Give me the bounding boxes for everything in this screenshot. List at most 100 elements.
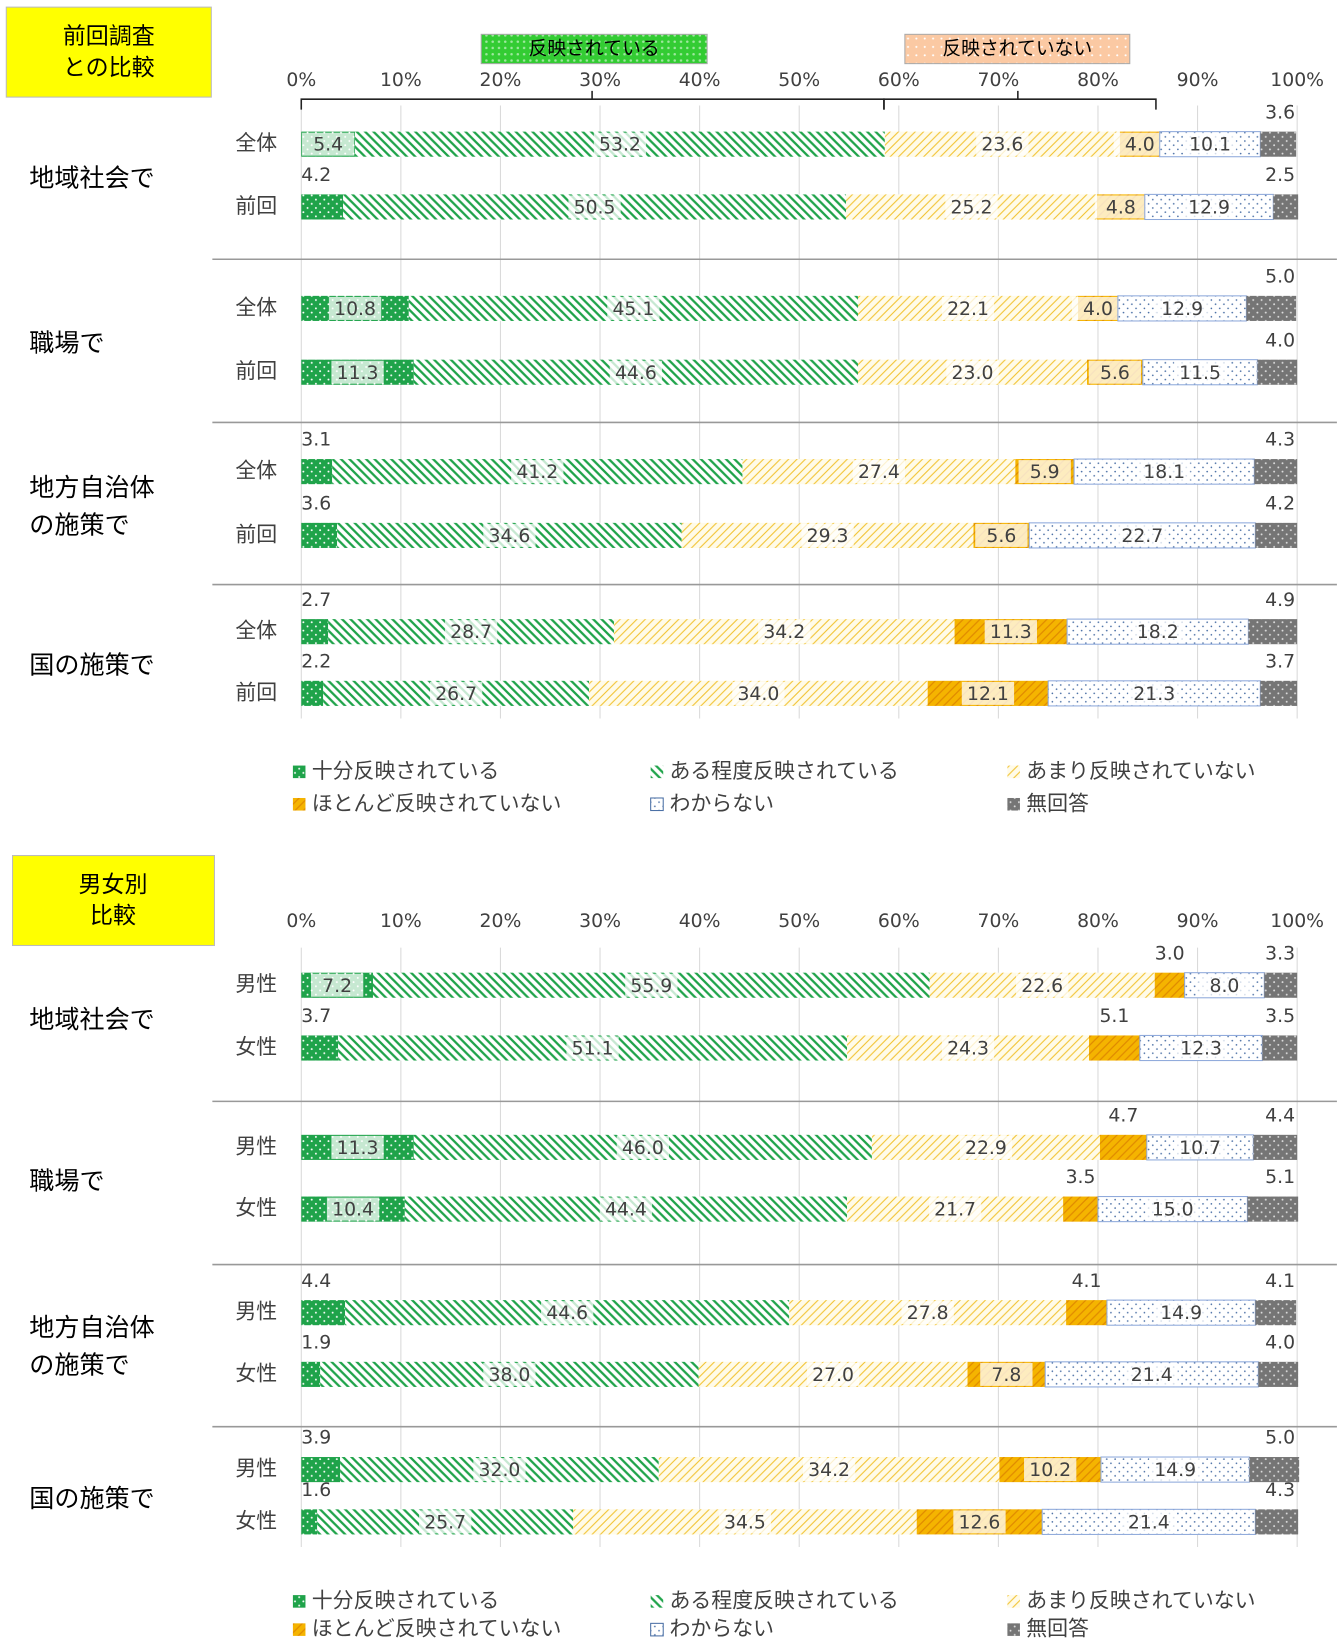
label-background: [1131, 620, 1184, 644]
x-tick-label: 100%: [1270, 70, 1324, 91]
legend-swatch: [650, 765, 664, 779]
bracket-box: [904, 33, 1131, 65]
value-label: 11.3: [337, 1138, 379, 1159]
bar-segment: [1254, 459, 1298, 485]
value-label: 3.7: [301, 1006, 331, 1027]
label-background: [1155, 296, 1209, 320]
value-label: 4.4: [1265, 1105, 1295, 1126]
value-label: 11.3: [337, 363, 379, 384]
legend-label: ある程度反映されている: [670, 759, 899, 783]
bar-segment: [1253, 1134, 1298, 1160]
bar-segment: [301, 1509, 318, 1535]
label-background: [941, 1036, 995, 1060]
label-background: [429, 681, 483, 705]
x-tick-label: 10%: [380, 70, 422, 91]
label-background: [959, 1135, 1013, 1159]
label-background: [953, 1510, 1006, 1534]
value-label: 3.1: [301, 430, 331, 451]
label-background: [1125, 1362, 1178, 1386]
value-label: 3.3: [1265, 943, 1295, 964]
label-background: [302, 132, 355, 156]
x-tick-label: 70%: [977, 70, 1019, 91]
value-label: 4.8: [1106, 197, 1136, 218]
value-label: 21.7: [934, 1200, 976, 1221]
legend-swatch: [650, 1622, 664, 1637]
bar-segment: [301, 680, 324, 706]
value-label: 24.3: [947, 1039, 989, 1060]
label-background: [607, 296, 660, 320]
legend-swatch: [292, 1623, 306, 1636]
label-background: [1198, 973, 1251, 997]
legend-swatch: [650, 1595, 664, 1608]
group-label: 地域社会で: [29, 1005, 154, 1034]
value-label: 22.9: [965, 1138, 1007, 1159]
group-label: 地方自治体の施策で: [29, 473, 154, 540]
label-background: [806, 1362, 860, 1386]
bar-segment: [301, 619, 329, 645]
value-label: 5.1: [1265, 1167, 1295, 1188]
bar-segment: [301, 1035, 339, 1061]
x-tick-label: 0%: [286, 911, 316, 932]
bar-segment: [1154, 972, 1185, 998]
value-label: 38.0: [488, 1365, 530, 1386]
value-label: 3.7: [1265, 651, 1295, 672]
value-label: 27.0: [812, 1365, 854, 1386]
label-background: [1146, 1197, 1199, 1221]
x-tick-label: 90%: [1177, 70, 1219, 91]
value-label: 7.8: [991, 1365, 1021, 1386]
row-label: 全体: [235, 295, 277, 319]
legend-label: ほとんど反映されていない: [312, 791, 562, 815]
label-background: [1138, 460, 1191, 484]
value-label: 21.3: [1133, 684, 1175, 705]
label-background: [801, 523, 854, 547]
value-label: 34.2: [808, 1460, 850, 1481]
value-label: 8.0: [1209, 976, 1239, 997]
value-label: 22.7: [1121, 526, 1163, 547]
value-label: 18.2: [1137, 622, 1179, 643]
label-background: [1071, 296, 1125, 320]
value-label: 44.4: [605, 1200, 647, 1221]
group-label: 国の施策で: [29, 1484, 154, 1513]
value-label: 15.0: [1152, 1200, 1194, 1221]
x-tick-label: 60%: [878, 911, 920, 932]
row-label: 前回: [235, 680, 277, 704]
value-label: 4.0: [1265, 1333, 1295, 1354]
label-background: [802, 1458, 856, 1482]
value-label: 22.1: [947, 299, 989, 320]
label-background: [901, 1301, 954, 1325]
x-tick-label: 80%: [1077, 70, 1119, 91]
x-tick-label: 60%: [878, 70, 920, 91]
bar-segment: [301, 1300, 346, 1326]
label-background: [976, 132, 1029, 156]
label-background: [945, 195, 998, 219]
legend-label: ほとんど反映されていない: [312, 1617, 562, 1641]
value-label: 3.6: [1265, 102, 1295, 123]
bar-segment: [1247, 1196, 1299, 1222]
bar-segment: [301, 1361, 321, 1387]
value-label: 34.0: [737, 684, 779, 705]
value-label: 21.4: [1131, 1365, 1173, 1386]
label-background: [961, 681, 1015, 705]
legend-swatch: [1007, 1595, 1020, 1608]
bar-segment: [1255, 522, 1298, 548]
bar-segment: [1258, 1361, 1299, 1387]
label-background: [616, 1135, 670, 1159]
label-background: [718, 1510, 772, 1534]
value-label: 1.9: [301, 1333, 331, 1354]
value-label: 4.2: [301, 165, 331, 186]
label-background: [928, 1197, 982, 1221]
label-background: [941, 296, 995, 320]
bar-segment: [1257, 359, 1298, 385]
value-label: 25.7: [424, 1512, 466, 1533]
label-background: [1149, 1458, 1202, 1482]
label-background: [444, 620, 498, 644]
bar-segment: [1262, 1035, 1298, 1061]
group-label: 国の施策で: [29, 651, 154, 680]
legend-swatch: [292, 1595, 306, 1608]
value-label: 10.1: [1189, 135, 1231, 156]
group-label: 地方自治体の施策で: [29, 1313, 154, 1380]
label-background: [946, 360, 999, 384]
label-background: [483, 1362, 536, 1386]
label-background: [980, 1362, 1033, 1386]
row-label: 全体: [235, 459, 277, 483]
